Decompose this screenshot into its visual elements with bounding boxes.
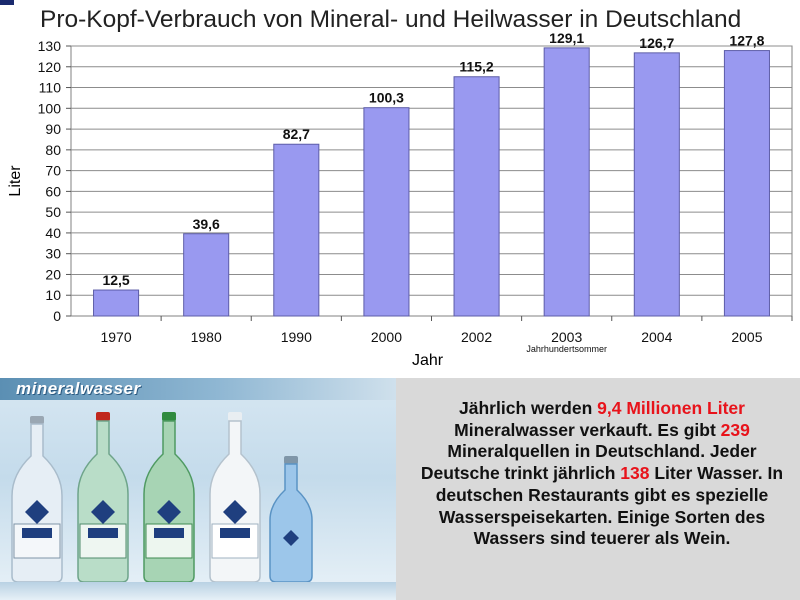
- highlight-liters-sold: 9,4 Millionen Liter: [597, 398, 745, 418]
- photo-floor: [0, 582, 396, 600]
- bar: [453, 76, 500, 317]
- info-text-part: Jährlich werden: [459, 398, 598, 418]
- bar: [723, 50, 770, 317]
- info-paragraph: Jährlich werden 9,4 Millionen Liter Mine…: [406, 398, 798, 550]
- info-text-part: Mineralwasser verkauft. Es gibt: [454, 419, 721, 440]
- y-tick-label: 20: [45, 266, 61, 282]
- bar-value-label: 100,3: [369, 90, 404, 106]
- highlight-liters-per-person: 138: [620, 463, 650, 484]
- y-axis-label: Liter: [7, 165, 24, 197]
- x-axis-label: Jahr: [412, 352, 444, 369]
- highlight-springs-count: 239: [720, 419, 750, 440]
- plot-area: [70, 45, 793, 317]
- chart-plot: 0 10 20 30 40 50 60 70 80 90 100 110 120 130 12,5 1970 3…: [38, 30, 793, 354]
- x-tick-label: 2003: [551, 329, 582, 345]
- info-text-part: Mineralquellen in Deutschland. Jeder Deu…: [420, 441, 757, 484]
- x-tick-label: 1970: [100, 329, 131, 345]
- bottle-green-1-icon: [77, 412, 129, 583]
- y-tick-label: 40: [45, 225, 61, 241]
- bar-value-label: 39,6: [193, 216, 220, 232]
- bottle-clear-2-icon: [209, 412, 261, 583]
- bar-value-label: 82,7: [283, 126, 310, 142]
- bar-value-label: 12,5: [102, 272, 129, 288]
- y-tick-label: 90: [45, 121, 61, 137]
- x-tick-label: 1990: [281, 329, 312, 345]
- bar-value-label: 126,7: [639, 35, 674, 51]
- bar: [93, 289, 140, 317]
- y-tick-label: 70: [45, 163, 61, 179]
- bar-value-label: 115,2: [459, 59, 493, 75]
- bar-value-label: 127,8: [729, 33, 764, 49]
- bottle-blue-icon: [269, 456, 313, 583]
- y-tick-label: 80: [45, 142, 61, 158]
- x-tick-label: 1980: [191, 329, 222, 345]
- info-text-part: Liter Wasser. In deutschen Restaurants g…: [435, 463, 784, 549]
- bar-chart: Pro-Kopf-Verbrauch von Mineral- und Heil…: [7, 6, 793, 369]
- y-tick-label: 110: [39, 80, 62, 96]
- x-tick-label: 2005: [731, 329, 762, 345]
- brand-banner: mineralwasser: [0, 378, 396, 400]
- y-tick-label: 120: [38, 59, 62, 75]
- info-panel: Jährlich werden 9,4 Millionen Liter Mine…: [396, 378, 800, 600]
- y-tick-label: 10: [45, 287, 61, 303]
- x-tick-label: 2000: [371, 329, 402, 345]
- bar: [273, 143, 320, 317]
- bar: [363, 107, 410, 317]
- x-tick-label: 2002: [461, 329, 492, 345]
- bottle-green-2-icon: [143, 412, 195, 583]
- bar: [543, 47, 590, 317]
- x-tick-label: 2004: [641, 329, 672, 345]
- chart-title: Pro-Kopf-Verbrauch von Mineral- und Heil…: [40, 6, 742, 33]
- y-tick-label: 60: [45, 183, 61, 199]
- slide-corner-mark: [0, 0, 14, 5]
- bar-value-label: 129,1: [549, 30, 584, 46]
- y-tick-label: 100: [38, 100, 62, 116]
- bottle-clear-1-icon: [11, 416, 63, 583]
- brand-logo: mineralwasser: [16, 379, 141, 398]
- y-tick-label: 0: [53, 308, 61, 324]
- x-tick-annotation: Jahrhundertsommer: [526, 344, 607, 354]
- mineral-water-photo: mineralwasser: [0, 378, 396, 600]
- y-tick-label: 130: [38, 38, 62, 54]
- bar: [183, 233, 230, 317]
- bar: [633, 52, 680, 317]
- y-tick-label: 50: [45, 204, 61, 220]
- y-tick-label: 30: [45, 246, 61, 262]
